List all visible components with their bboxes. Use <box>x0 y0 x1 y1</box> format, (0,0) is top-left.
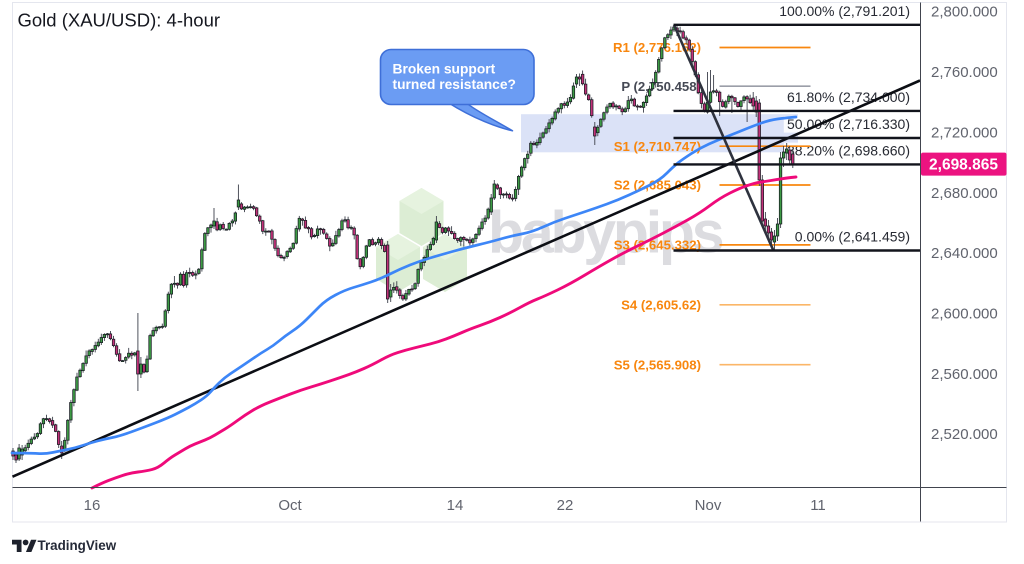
svg-text:Oct: Oct <box>278 497 302 514</box>
svg-text:38.20% (2,698.660): 38.20% (2,698.660) <box>787 143 910 159</box>
svg-text:R1 (2,776.162): R1 (2,776.162) <box>613 40 701 55</box>
svg-text:22: 22 <box>557 497 574 514</box>
svg-text:S2 (2,685.043): S2 (2,685.043) <box>614 178 701 193</box>
svg-text:S5 (2,565.908): S5 (2,565.908) <box>614 357 701 372</box>
svg-text:TradingView: TradingView <box>38 538 117 553</box>
svg-text:2,800.000: 2,800.000 <box>931 4 998 21</box>
svg-text:S3 (2,645.332): S3 (2,645.332) <box>614 238 701 253</box>
svg-text:11: 11 <box>810 497 826 514</box>
svg-text:Broken support: Broken support <box>393 62 496 77</box>
svg-text:16: 16 <box>84 497 101 514</box>
svg-text:14: 14 <box>447 497 464 514</box>
svg-text:0.00% (2,641.459): 0.00% (2,641.459) <box>795 229 910 245</box>
svg-text:turned resistance?: turned resistance? <box>393 77 516 92</box>
svg-text:100.00% (2,791.201): 100.00% (2,791.201) <box>779 3 910 19</box>
svg-text:2,760.000: 2,760.000 <box>931 64 998 81</box>
svg-text:S4 (2,605.62): S4 (2,605.62) <box>621 297 701 312</box>
svg-text:50.00% (2,716.330): 50.00% (2,716.330) <box>787 116 910 132</box>
svg-text:2,640.000: 2,640.000 <box>931 245 998 262</box>
svg-text:Nov: Nov <box>695 497 722 514</box>
svg-text:P (2,750.458): P (2,750.458) <box>621 79 701 94</box>
svg-text:2,720.000: 2,720.000 <box>931 124 998 141</box>
svg-text:61.80% (2,734.000): 61.80% (2,734.000) <box>787 89 910 105</box>
svg-text:2,600.000: 2,600.000 <box>931 305 998 322</box>
svg-text:Gold (XAU/USD): 4-hour: Gold (XAU/USD): 4-hour <box>18 10 221 31</box>
svg-text:2,560.000: 2,560.000 <box>931 366 998 383</box>
svg-text:2,698.865: 2,698.865 <box>929 157 998 174</box>
svg-text:2,680.000: 2,680.000 <box>931 185 998 202</box>
svg-text:S1 (2,710.747): S1 (2,710.747) <box>614 139 701 154</box>
svg-text:2,520.000: 2,520.000 <box>931 426 998 443</box>
